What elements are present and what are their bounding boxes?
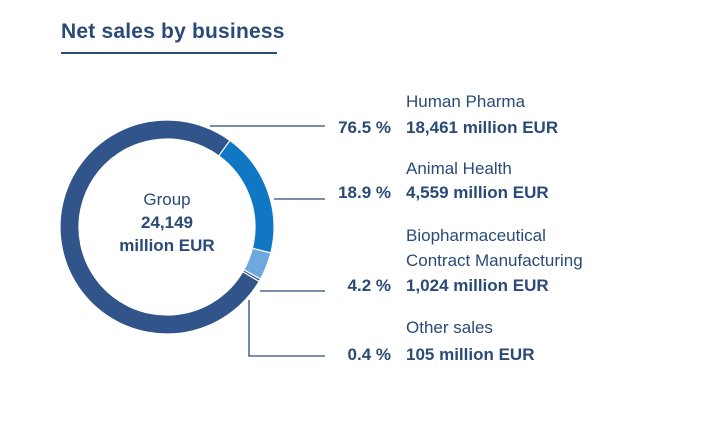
label-biopharma-line1: Biopharmaceutical	[406, 226, 546, 245]
value-other-sales: 105 million EUR	[406, 345, 535, 364]
pct-other-sales: 0.4 %	[347, 345, 391, 364]
title-underline	[61, 52, 277, 54]
slice-human-pharma	[59, 119, 260, 335]
center-total-value: 24,149	[141, 213, 193, 232]
chart-title: Net sales by business	[61, 20, 285, 43]
value-biopharma: 1,024 million EUR	[406, 276, 549, 295]
donut-center-label: Group 24,149 million EUR	[97, 188, 237, 257]
pct-human-pharma: 76.5 %	[338, 118, 391, 137]
value-animal-health: 4,559 million EUR	[406, 183, 549, 202]
leader-other-sales	[248, 300, 325, 357]
pct-biopharma: 4.2 %	[347, 276, 391, 295]
center-total-unit: million EUR	[119, 236, 215, 255]
pct-animal-health: 18.9 %	[338, 183, 391, 202]
center-group-label: Group	[143, 190, 191, 209]
label-biopharma-line2: Contract Manufacturing	[406, 251, 583, 270]
label-animal-health: Animal Health	[406, 159, 512, 178]
label-human-pharma: Human Pharma	[406, 92, 526, 111]
label-other-sales: Other sales	[406, 318, 493, 337]
value-human-pharma: 18,461 million EUR	[406, 118, 559, 137]
